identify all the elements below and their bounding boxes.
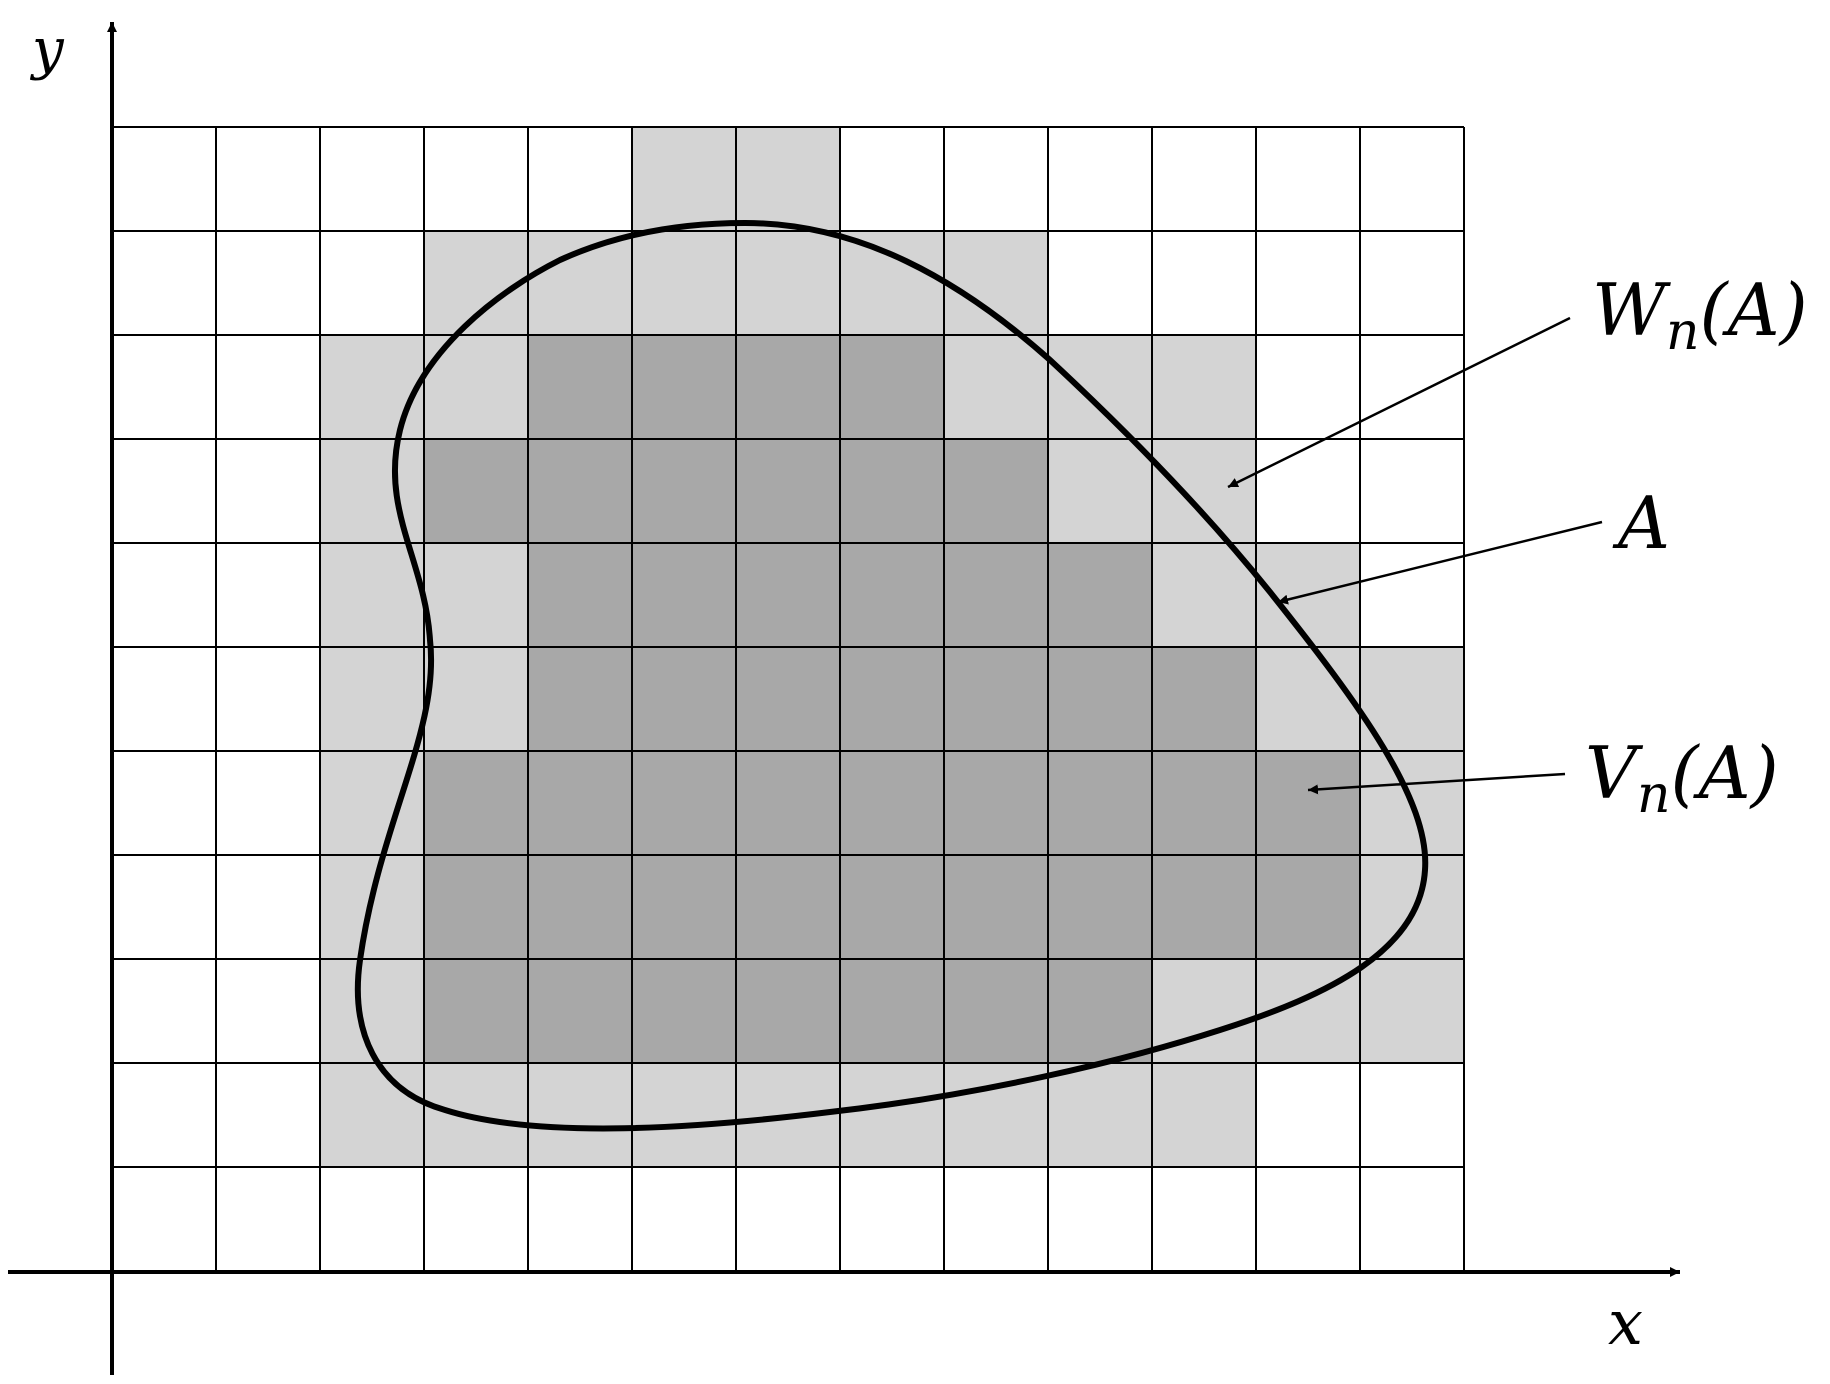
- inner-cell: [736, 543, 840, 647]
- inner-set-label: Vn(A): [1585, 731, 1779, 825]
- inner-cell: [528, 335, 632, 439]
- inner-cell: [1048, 543, 1152, 647]
- outer-cell: [1152, 1063, 1256, 1167]
- outer-cell: [632, 1063, 736, 1167]
- inner-cell: [840, 959, 944, 1063]
- inner-cell: [840, 439, 944, 543]
- inner-cell: [1048, 855, 1152, 959]
- inner-cell: [736, 959, 840, 1063]
- inner-cell: [840, 855, 944, 959]
- inner-cell: [632, 751, 736, 855]
- inner-cell: [944, 439, 1048, 543]
- inner-cell: [944, 855, 1048, 959]
- inner-cell: [632, 439, 736, 543]
- outer-cell: [424, 543, 528, 647]
- region-a-boundary: [354, 219, 1429, 1132]
- outer-cell: [320, 959, 424, 1063]
- outer-cell: [736, 127, 840, 231]
- inner-cell: [632, 855, 736, 959]
- outer-cell: [320, 439, 424, 543]
- outer-cell: [632, 127, 736, 231]
- outer-cell: [736, 231, 840, 335]
- inner-cell: [840, 335, 944, 439]
- outer-set-leader: [1227, 316, 1571, 489]
- outer-cell: [1152, 335, 1256, 439]
- inner-cell: [944, 751, 1048, 855]
- inner-cell: [944, 543, 1048, 647]
- outer-cell: [320, 335, 424, 439]
- outer-cell: [1152, 543, 1256, 647]
- outer-cell: [320, 1063, 424, 1167]
- outer-set-label: Wn(A): [1592, 268, 1808, 362]
- inner-cell: [528, 855, 632, 959]
- inner-set-leader: [1307, 772, 1566, 795]
- inner-cell: [1048, 959, 1152, 1063]
- outer-cell: [632, 231, 736, 335]
- inner-cell: [1152, 647, 1256, 751]
- outer-cell: [320, 543, 424, 647]
- inner-cell: [736, 855, 840, 959]
- outer-cell: [1152, 439, 1256, 543]
- inner-cell: [528, 543, 632, 647]
- outer-cell: [320, 751, 424, 855]
- inner-cell: [944, 647, 1048, 751]
- inner-cell: [736, 647, 840, 751]
- outer-cell: [1360, 855, 1464, 959]
- y-axis-label: y: [29, 17, 65, 82]
- outer-cell: [1048, 335, 1152, 439]
- outer-cell: [1048, 1063, 1152, 1167]
- inner-cell: [632, 959, 736, 1063]
- inner-approximation-cells: [424, 335, 1360, 1063]
- inner-cell: [1256, 855, 1360, 959]
- outer-cell: [1048, 439, 1152, 543]
- region-a-label: A: [1612, 481, 1670, 565]
- inner-cell: [840, 543, 944, 647]
- inner-cell: [1152, 855, 1256, 959]
- inner-cell: [528, 647, 632, 751]
- inner-cell: [632, 335, 736, 439]
- outer-cell: [840, 1063, 944, 1167]
- inner-cell: [528, 751, 632, 855]
- inner-cell: [528, 959, 632, 1063]
- inner-cell: [424, 855, 528, 959]
- inner-cell: [424, 751, 528, 855]
- inner-cell: [736, 439, 840, 543]
- outer-cell: [840, 231, 944, 335]
- inner-cell: [632, 647, 736, 751]
- outer-cell: [320, 647, 424, 751]
- outer-cell: [424, 647, 528, 751]
- region-a-leader: [1277, 520, 1603, 605]
- inner-cell: [736, 335, 840, 439]
- inner-cell: [528, 439, 632, 543]
- outer-cell: [944, 335, 1048, 439]
- inner-cell: [424, 959, 528, 1063]
- outer-cell: [528, 231, 632, 335]
- outer-cell: [528, 1063, 632, 1167]
- inner-cell: [736, 751, 840, 855]
- outer-cell: [1360, 959, 1464, 1063]
- inner-cell: [1048, 647, 1152, 751]
- inner-cell: [944, 959, 1048, 1063]
- inner-cell: [424, 439, 528, 543]
- inner-cell: [632, 543, 736, 647]
- inner-cell: [1152, 751, 1256, 855]
- inner-cell: [1048, 751, 1152, 855]
- inner-cell: [1256, 751, 1360, 855]
- outer-cell: [1256, 647, 1360, 751]
- inner-cell: [840, 751, 944, 855]
- x-axis-label: x: [1608, 1286, 1643, 1359]
- inner-cell: [840, 647, 944, 751]
